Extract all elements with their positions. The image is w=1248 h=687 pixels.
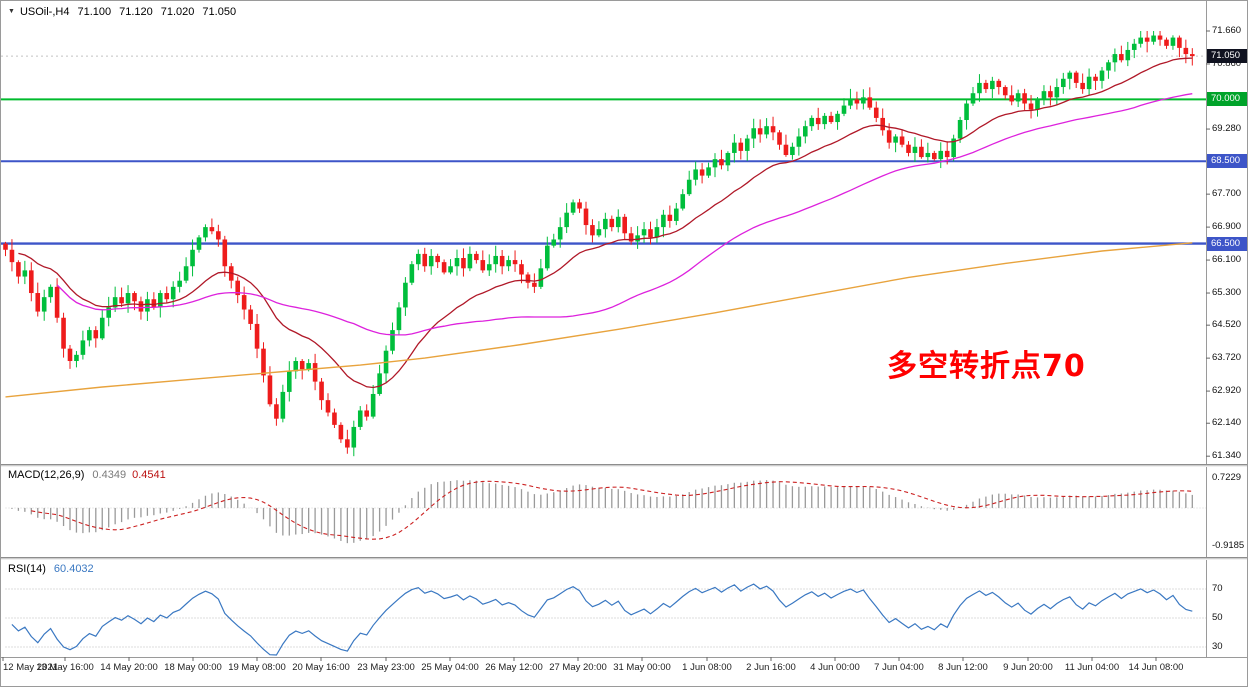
price-tick-label: 65.300 — [1212, 287, 1242, 299]
price-tick-label: 64.520 — [1212, 319, 1242, 331]
price-tick-label: 66.900 — [1212, 221, 1242, 233]
macd-label: MACD(12,26,9) — [8, 469, 85, 481]
chart-annotation-text[interactable]: 多空转折点70 — [887, 349, 1086, 384]
price-tick-label: 71.660 — [1212, 25, 1242, 36]
time-axis-label: 14 Jun 08:00 — [1128, 662, 1184, 673]
symbol-name: USOil-,H4 — [19, 6, 70, 18]
price-tick-label: 66.100 — [1212, 254, 1242, 266]
time-axis-label: 26 May 12:00 — [485, 662, 543, 673]
macd-axis-label: -0.9185 — [1212, 540, 1245, 551]
ohlc-high: 71.120 — [119, 6, 153, 18]
time-axis-label: 4 Jun 00:00 — [810, 662, 860, 673]
price-level-tag: 66.500 — [1207, 236, 1247, 251]
time-axis-label: 18 May 00:00 — [164, 662, 222, 673]
time-axis-label: 2 Jun 16:00 — [746, 662, 796, 673]
time-axis-label: 12 May 2021 — [3, 662, 58, 673]
rsi-axis-label: 70 — [1212, 583, 1223, 594]
ohlc-close: 71.050 — [202, 6, 237, 18]
rsi-label: RSI(14) — [8, 563, 46, 575]
macd-header: MACD(12,26,9) 0.4349 0.4541 — [8, 469, 166, 481]
time-axis-label: 7 Jun 04:00 — [874, 662, 924, 673]
current-price-tag: 71.050 — [1207, 49, 1247, 64]
price-tick-label: 70.860 — [1212, 57, 1242, 69]
time-axis-label: 31 May 00:00 — [613, 662, 671, 673]
time-axis-label: 9 Jun 20:00 — [1003, 662, 1053, 673]
rsi-axis-label: 30 — [1212, 641, 1223, 652]
ohlc-low: 71.020 — [160, 6, 195, 18]
time-axis-label: 1 Jun 08:00 — [682, 662, 732, 673]
price-tick-label: 61.340 — [1212, 450, 1242, 462]
price-tick-label: 67.700 — [1212, 188, 1242, 200]
time-axis-label: 27 May 20:00 — [549, 662, 607, 673]
time-axis-label: 13 May 16:00 — [36, 662, 94, 673]
time-axis-label: 8 Jun 12:00 — [938, 662, 988, 673]
panel-separator-rsi[interactable] — [1, 557, 1247, 560]
symbol-dropdown-icon[interactable]: ▼ — [8, 8, 15, 15]
macd-axis-label: 0.7229 — [1212, 472, 1242, 483]
price-level-tag: 68.500 — [1207, 154, 1247, 169]
rsi-value: 60.4032 — [53, 563, 94, 575]
rsi-header: RSI(14) 60.4032 — [8, 563, 94, 575]
time-axis-label: 11 Jun 04:00 — [1064, 662, 1120, 673]
price-tick-label: 63.720 — [1212, 352, 1242, 364]
time-axis-label: 25 May 04:00 — [421, 662, 479, 673]
time-axis-label: 23 May 23:00 — [357, 662, 415, 673]
rsi-axis-label: 50 — [1212, 612, 1223, 623]
macd-value-main: 0.4349 — [92, 469, 127, 481]
price-tick-label: 62.920 — [1212, 385, 1242, 397]
chart-title-bar: ▼ USOil-,H4 71.100 71.120 71.020 71.050 — [8, 6, 236, 18]
panel-separator-macd[interactable] — [1, 464, 1247, 467]
price-tick-label: 69.280 — [1212, 123, 1242, 135]
time-axis-label: 19 May 08:00 — [228, 662, 286, 673]
time-axis-label: 14 May 20:00 — [100, 662, 158, 673]
ohlc-open: 71.100 — [77, 6, 112, 18]
price-tick-label: 62.140 — [1212, 417, 1242, 429]
macd-value-signal: 0.4541 — [132, 469, 166, 481]
time-axis-label: 20 May 16:00 — [292, 662, 350, 673]
price-level-tag: 70.000 — [1207, 92, 1247, 107]
